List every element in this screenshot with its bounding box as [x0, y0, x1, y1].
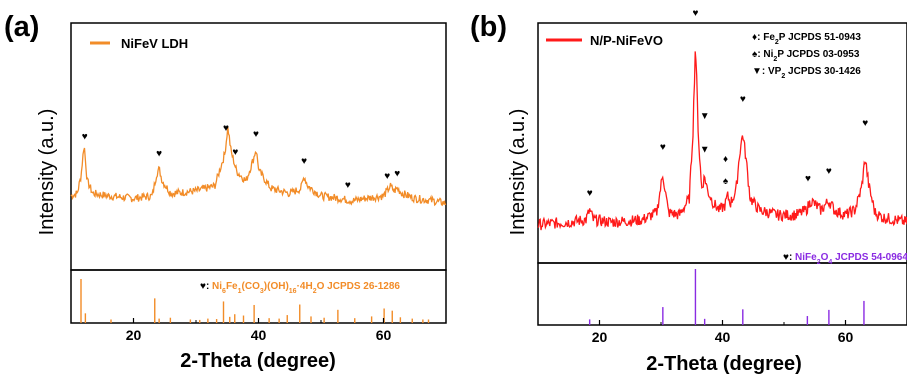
panel-a-legend-text: NiFeV LDH: [121, 36, 188, 51]
peak-marker-5: ♦: [723, 154, 728, 165]
panel-a-plot-area: ♥ ♥ ♥ ♥ ♥ ♥ ♥ ♥ ♥: [70, 123, 447, 207]
panel-a-x-axis: 20 40 60: [70, 318, 447, 343]
peak-marker-3: ▼: [700, 111, 710, 122]
peak-marker-4: ♥: [253, 129, 259, 140]
panel-b-legend-text: N/P-NiFeVO: [590, 33, 663, 48]
x-tick-label-0: 20: [592, 329, 608, 345]
panel-b-label: (b): [470, 11, 507, 43]
peak-marker-1: ♥: [156, 149, 162, 160]
peak-marker-2: ♥: [692, 8, 698, 19]
series-line-0: [537, 51, 907, 231]
panel-a-reference-card-label: ♥: Ni6Fe1(CO3)(OH)16·4H2O JCPDS 26-1286: [200, 281, 400, 295]
panel-a: (a) ♥ ♥ ♥ ♥ ♥ ♥ ♥ ♥ ♥ 20 40 60 NiFeV LDH ♥: Ni6Fe1…: [4, 11, 447, 372]
x-tick-label-2: 60: [376, 327, 392, 343]
panel-a-reference-area: [80, 279, 430, 323]
peak-marker-3: ♥: [232, 147, 238, 158]
x-tick-label-2: 60: [838, 329, 854, 345]
peak-marker-9: ♥: [826, 166, 832, 177]
peak-marker-0: ♥: [587, 188, 593, 199]
peak-marker-7: ♥: [740, 94, 746, 105]
peak-marker-0: ♥: [82, 131, 88, 142]
panel-a-main-frame: [70, 22, 447, 271]
phase-legend-item-2: ▼: VP2 JCPDS 30-1426: [752, 66, 861, 80]
panel-b-phase-legend: ♦: Fe2P JCPDS 51-0943 ♠: Ni2P JCPDS 03-09…: [752, 32, 861, 80]
panel-b-ref-frame: [537, 262, 907, 326]
peak-marker-10: ♥: [862, 118, 868, 129]
peak-marker-2: ♥: [223, 123, 229, 134]
panel-b-reference-card-label: ♥: NiFe2O4 JCPDS 54-0964: [783, 252, 907, 266]
peak-marker-6: ♥: [345, 180, 351, 191]
peak-marker-1: ♥: [660, 142, 666, 153]
peak-marker-4: ▼: [700, 145, 710, 156]
peak-marker-8: ♥: [805, 173, 811, 184]
panel-b-x-axis-label: 2-Theta (degree): [646, 353, 802, 375]
panel-a-label: (a): [4, 11, 39, 43]
panel-b-plot-area: ♥ ♥ ♥ ▼ ▼ ♦ ♠ ♥ ♥ ♥ ♥: [537, 8, 907, 231]
peak-marker-8: ♥: [394, 168, 400, 179]
panel-a-x-axis-label: 2-Theta (degree): [180, 350, 336, 372]
panel-b-reference-area: [588, 269, 865, 325]
x-tick-label-0: 20: [126, 327, 142, 343]
peak-marker-7: ♥: [384, 171, 390, 182]
panel-a-ref-frame: [70, 269, 447, 324]
panel-a-y-axis-label: Intensity (a.u.): [36, 109, 58, 236]
panel-b: (b) ♥ ♥ ♥ ▼ ▼ ♦ ♠ ♥ ♥ ♥ ♥ 20 40 60 N/P-NiFeVO ♦: Fe2…: [470, 8, 907, 375]
panel-b-x-axis: 20 40 60: [537, 320, 907, 345]
phase-legend-item-1: ♠: Ni2P JCPDS 03-0953: [752, 49, 860, 63]
phase-legend-item-0: ♦: Fe2P JCPDS 51-0943: [752, 32, 861, 46]
series-line-0: [70, 126, 447, 207]
x-tick-label-1: 40: [251, 327, 267, 343]
x-tick-label-1: 40: [715, 329, 731, 345]
peak-marker-6: ♠: [723, 176, 729, 187]
peak-marker-5: ♥: [301, 156, 307, 167]
panel-b-y-axis-label: Intensity (a.u.): [507, 109, 529, 236]
